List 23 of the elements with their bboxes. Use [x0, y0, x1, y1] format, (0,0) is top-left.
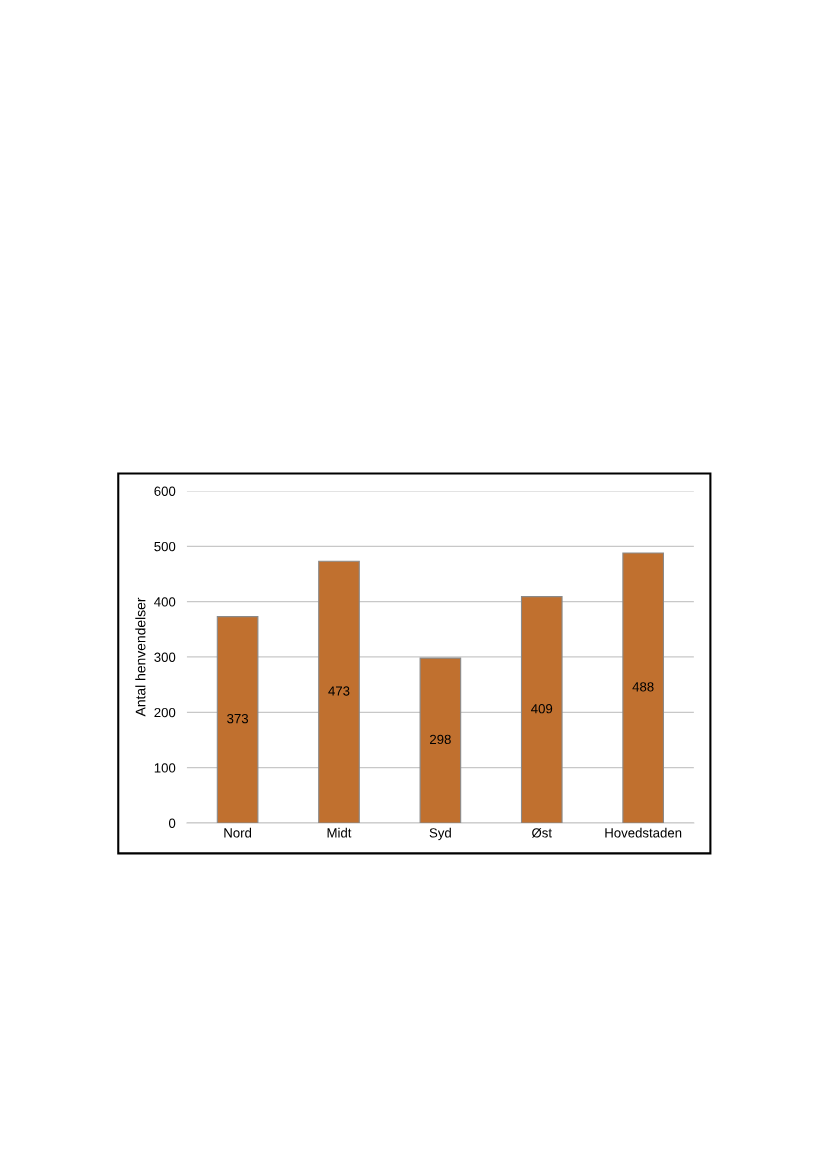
y-tick-label: 300 [154, 652, 176, 662]
data-label: 409 [531, 704, 553, 714]
y-tick-label: 600 [154, 486, 176, 496]
x-tick-label: Øst [531, 827, 552, 838]
x-tick-label: Midt [327, 827, 352, 838]
bar [216, 616, 259, 823]
data-label: 488 [632, 682, 654, 692]
y-axis-title: Antal henvendelser [135, 597, 146, 717]
bar [318, 560, 360, 823]
x-tick-label: Syd [429, 827, 451, 841]
y-tick-label: 100 [154, 763, 176, 773]
x-tick-label: Hovedstaden [605, 827, 682, 838]
y-tick-label: 400 [154, 597, 176, 607]
bar [520, 596, 563, 823]
bar [622, 552, 664, 823]
y-tick-label: 200 [154, 707, 176, 718]
x-tick-label: Nord [224, 827, 252, 838]
data-label: 298 [430, 734, 451, 745]
y-tick-label: 0 [168, 818, 176, 828]
data-label: 473 [328, 686, 350, 696]
data-label: 373 [227, 713, 249, 724]
bar [419, 657, 462, 823]
y-tick-label: 500 [154, 541, 176, 552]
